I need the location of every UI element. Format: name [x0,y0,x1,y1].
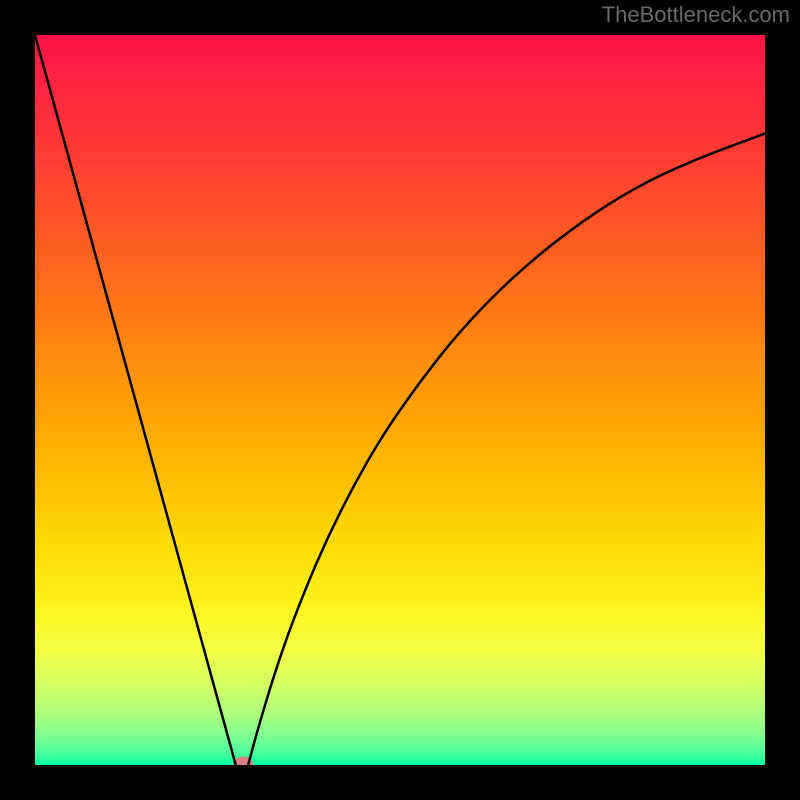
chart-svg: TheBottleneck.com [0,0,800,800]
bottleneck-chart: TheBottleneck.com [0,0,800,800]
watermark-text: TheBottleneck.com [602,2,790,27]
gradient-background [35,35,765,765]
